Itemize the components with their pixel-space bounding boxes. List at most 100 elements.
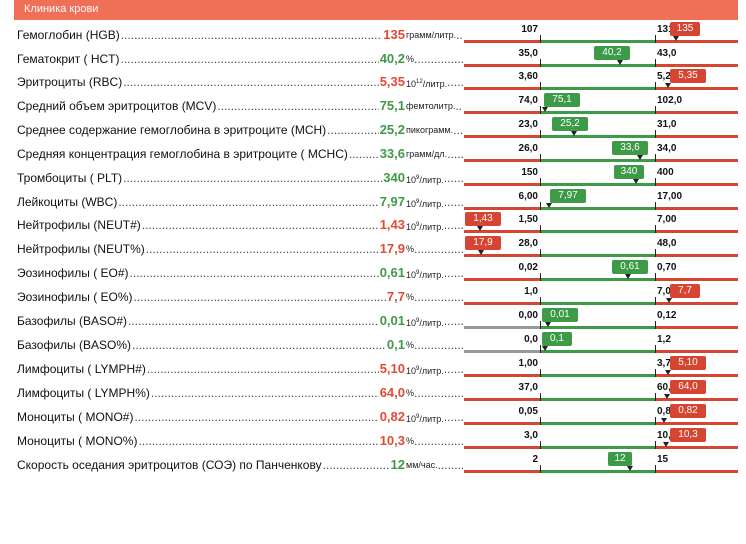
dot-leader-tail: .................... xyxy=(443,266,463,280)
value-marker xyxy=(664,394,670,399)
parameter-name: Эозинофилы ( EO%) xyxy=(17,290,133,304)
parameter-value: 25,2 xyxy=(379,122,405,137)
parameter-unit: 109/литр. xyxy=(406,196,444,210)
value-badge: 17,9 xyxy=(465,236,501,250)
range-segment xyxy=(464,350,540,353)
range-high-label: 15 xyxy=(657,454,669,465)
range-high-label: 17,00 xyxy=(657,191,683,202)
result-row: Средняя концентрация гемоглобина в эритр… xyxy=(0,141,746,168)
parameter-unit: грамм/дл. xyxy=(406,148,447,160)
range-segment xyxy=(464,302,540,305)
dot-leader: ........................................… xyxy=(138,434,379,448)
range-segment xyxy=(464,326,540,329)
range-low-label: 0,0 xyxy=(524,334,538,345)
unit-exponent: 12 xyxy=(416,79,423,85)
unit-text: % xyxy=(406,340,415,350)
range-low-label: 1,50 xyxy=(518,214,538,225)
parameter-value: 135 xyxy=(383,27,405,42)
range-bar xyxy=(464,230,738,233)
dot-leader-tail: .................... xyxy=(455,99,463,113)
range-tick xyxy=(540,106,541,114)
range-segment xyxy=(540,326,655,329)
parameter-value: 33,6 xyxy=(379,146,405,161)
range-segment xyxy=(464,254,540,257)
range-tick xyxy=(540,441,541,449)
unit-base: 10 xyxy=(406,414,417,424)
result-row: Средний объем эритроцитов (MCV) 75,1 фемто… xyxy=(0,93,746,120)
range-low-label: 0,02 xyxy=(518,262,538,273)
dot-leader-tail: .................... xyxy=(447,75,463,89)
range-segment xyxy=(540,398,655,401)
unit-text: грамм/литр. xyxy=(406,30,457,40)
result-row: Гематокрит ( HCT) 40,2%..................… xyxy=(0,46,746,73)
value-marker xyxy=(477,226,483,231)
range-tick xyxy=(655,82,656,90)
value-badge: 5,10 xyxy=(670,356,706,370)
parameter-name: Гематокрит ( HCT) xyxy=(17,52,120,66)
range-segment xyxy=(655,159,738,162)
unit-text: % xyxy=(406,388,415,398)
value-badge: 1,43 xyxy=(465,212,501,226)
range-segment xyxy=(540,302,655,305)
range-tick xyxy=(540,273,541,281)
parameter-unit: 109/литр. xyxy=(406,267,444,281)
range-high-label: 48,0 xyxy=(657,238,677,249)
value-badge: 340 xyxy=(614,165,644,179)
range-tick xyxy=(655,441,656,449)
value-marker xyxy=(546,203,552,208)
range-high-label: 5,20 xyxy=(657,71,677,82)
range-tick xyxy=(655,225,656,233)
dot-leader: ........................................… xyxy=(132,338,386,352)
value-marker xyxy=(661,418,667,423)
range-segment xyxy=(540,230,655,233)
unit-text: % xyxy=(406,54,415,64)
value-badge: 0,61 xyxy=(612,260,648,274)
range-segment xyxy=(540,64,655,67)
range-bar xyxy=(464,446,738,449)
dot-leader-tail: .................... xyxy=(453,123,463,137)
unit-text: % xyxy=(406,292,415,302)
parameter-value: 10,3 xyxy=(379,433,405,448)
dot-leader-tail: .................... xyxy=(414,290,463,304)
parameter-value: 12 xyxy=(390,457,405,472)
dot-leader: ........................................… xyxy=(145,242,379,256)
value-badge: 0,01 xyxy=(542,308,578,322)
dot-leader: ........................................… xyxy=(120,28,383,42)
unit-exponent: 9 xyxy=(416,270,420,276)
range-segment xyxy=(540,422,655,425)
range-high-label: 31,0 xyxy=(657,119,677,130)
dot-leader: ........................................… xyxy=(120,52,379,66)
range-tick xyxy=(540,178,541,186)
range-segment xyxy=(540,207,655,210)
dot-leader: ........................................… xyxy=(129,266,379,280)
result-row: Эозинофилы ( EO%) 7,7%...................… xyxy=(0,284,746,311)
range-low-label: 1,00 xyxy=(518,358,538,369)
range-low-label: 3,0 xyxy=(524,430,538,441)
result-row: Гемоглобин (HGB) 135 грамм/литр...........… xyxy=(0,22,746,49)
range-segment xyxy=(655,326,738,329)
unit-base: 10 xyxy=(406,366,417,376)
range-tick xyxy=(540,154,541,162)
value-marker xyxy=(478,250,484,255)
dot-leader: ........................................… xyxy=(150,386,379,400)
result-row: Эозинофилы ( EO#) 0,61 109/литр...........… xyxy=(0,260,746,287)
parameter-value: 1,43 xyxy=(379,217,405,232)
parameter-unit: % xyxy=(406,291,414,303)
range-bar xyxy=(464,326,738,329)
unit-exponent: 9 xyxy=(416,199,420,205)
parameter-name: Лимфоциты ( LYMPH#) xyxy=(17,362,146,376)
range-tick xyxy=(655,249,656,257)
dot-leader-tail: .................... xyxy=(437,458,463,472)
result-row: Среднее содержание гемоглобина в эритроц… xyxy=(0,117,746,144)
result-row: Моноциты ( MONO#) 0,82 109/литр...........… xyxy=(0,404,746,431)
range-low-label: 107 xyxy=(521,24,538,35)
parameter-name: Эритроциты (RBC) xyxy=(17,75,123,89)
range-high-label: 7,0 xyxy=(657,286,671,297)
range-high-label: 1,2 xyxy=(657,334,671,345)
parameter-value: 40,2 xyxy=(379,51,405,66)
range-tick xyxy=(655,202,656,210)
value-marker xyxy=(571,131,577,136)
range-high-label: 131 xyxy=(657,24,674,35)
range-segment xyxy=(540,350,655,353)
parameter-unit: % xyxy=(406,53,414,65)
